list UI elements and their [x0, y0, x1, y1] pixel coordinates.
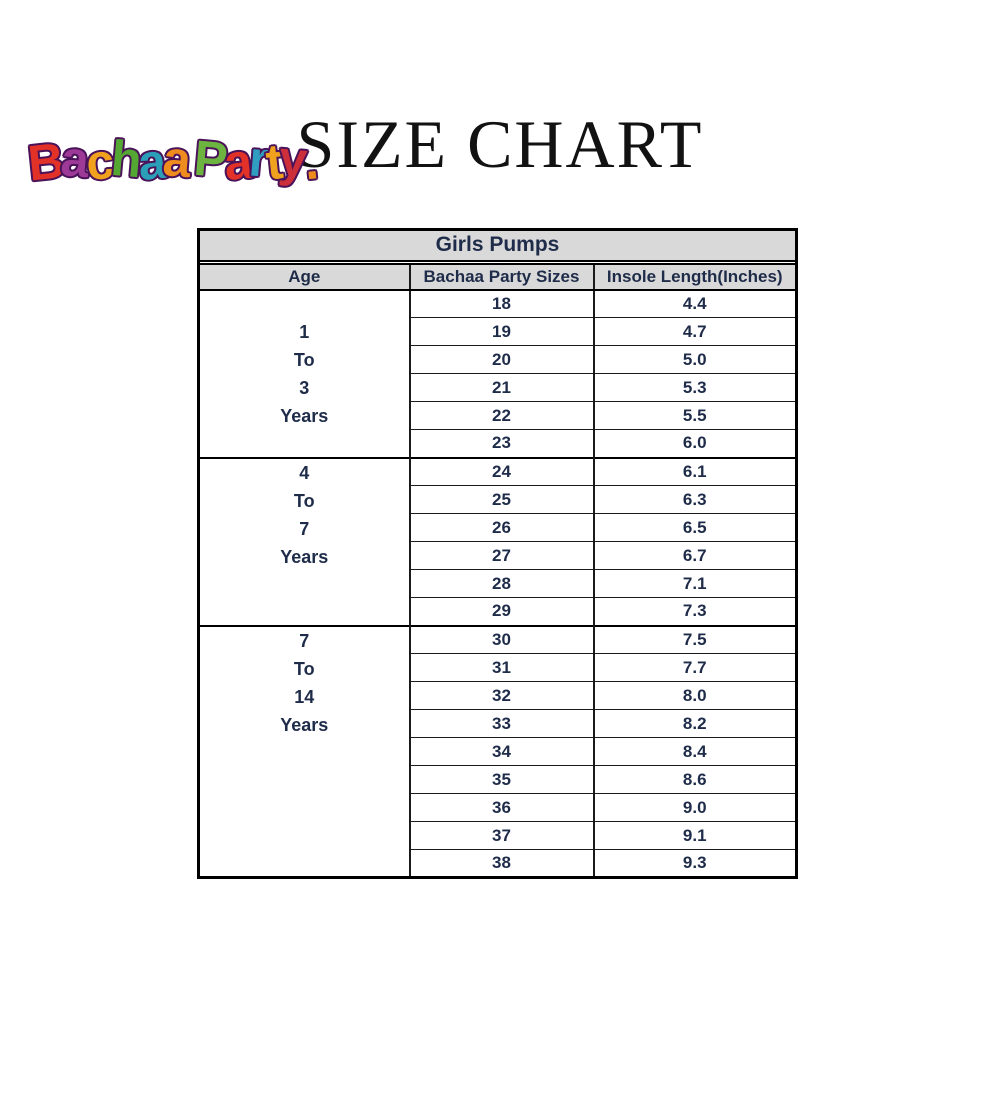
insole-length-cell: 5.0	[592, 345, 798, 374]
insole-length-cell: 6.1	[592, 456, 798, 486]
table-row: 31 7.7	[199, 653, 798, 682]
size-chart-table: Girls Pumps Age Bachaa Party Sizes Insol…	[197, 228, 798, 879]
size-cell: 26	[408, 513, 595, 542]
insole-length-cell: 4.4	[592, 288, 798, 318]
table-row: 20 5.0	[199, 345, 798, 374]
size-cell: 36	[408, 793, 595, 822]
table-row: 37 9.1	[199, 821, 798, 850]
table-row: 34 8.4	[199, 737, 798, 766]
insole-length-cell: 8.6	[592, 765, 798, 794]
header-spacer-row	[197, 259, 798, 265]
logo-letter: a	[160, 130, 191, 188]
insole-length-cell: 8.4	[592, 737, 798, 766]
brand-logo: Bachaa Party.	[25, 130, 318, 192]
age-line: Years	[280, 714, 329, 735]
size-cell: 29	[408, 597, 595, 626]
age-line: 14	[294, 686, 315, 707]
size-cell: 18	[408, 288, 595, 318]
insole-length-cell: 7.3	[592, 597, 798, 626]
table-body: 1 To 3 Years 18 4.4 19 4.7 20 5.0 21 5.3 22 5.5 23 6.0 4…	[197, 288, 798, 878]
size-cell: 28	[408, 569, 595, 598]
age-line: To	[293, 490, 315, 511]
insole-length-cell: 6.5	[592, 513, 798, 542]
age-line: To	[293, 658, 315, 679]
column-header-row: Age Bachaa Party Sizes Insole Length(Inc…	[197, 263, 798, 291]
insole-length-cell: 9.1	[592, 821, 798, 850]
size-cell: 35	[408, 765, 595, 794]
table-row: 22 5.5	[199, 401, 798, 430]
size-cell: 38	[408, 849, 595, 878]
col-header-insole: Insole Length(Inches)	[592, 263, 798, 291]
size-cell: 27	[408, 541, 595, 570]
size-cell: 30	[408, 624, 595, 654]
page-title: SIZE CHART	[296, 106, 704, 182]
table-title: Girls Pumps	[197, 229, 798, 262]
insole-length-cell: 9.3	[592, 849, 798, 878]
age-line: 3	[299, 377, 310, 398]
insole-length-cell: 8.0	[592, 681, 798, 710]
age-group-cell: 1 To 3 Years	[197, 288, 411, 458]
insole-length-cell: 5.5	[592, 401, 798, 430]
size-cell: 19	[408, 317, 595, 346]
insole-length-cell: 7.5	[592, 624, 798, 654]
age-group-cell: 7 To 14 Years	[197, 624, 411, 878]
size-cell: 21	[408, 373, 595, 402]
size-cell: 25	[408, 485, 595, 514]
size-cell: 22	[408, 401, 595, 430]
age-line: 7	[299, 630, 310, 651]
table-row: 7 To 14 Years 30 7.5	[197, 624, 798, 878]
header-spacer	[197, 259, 798, 265]
table-row: 1 To 3 Years 18 4.4	[197, 288, 798, 458]
page: { "logo": { "brand": "Bachaa Party", "ou…	[0, 110, 1000, 1110]
age-line: To	[293, 349, 315, 370]
table-row: 4 To 7 Years 24 6.1	[197, 456, 798, 626]
size-cell: 23	[408, 429, 595, 458]
size-cell: 24	[408, 456, 595, 486]
insole-length-cell: 7.1	[592, 569, 798, 598]
col-header-sizes: Bachaa Party Sizes	[408, 263, 595, 291]
table-title-row: Girls Pumps	[197, 229, 798, 262]
table-row: 36 9.0	[199, 793, 798, 822]
logo-letter: B	[25, 132, 65, 192]
age-line: 7	[299, 518, 310, 539]
insole-length-cell: 9.0	[592, 793, 798, 822]
table-row: 33 8.2	[199, 709, 798, 738]
insole-length-cell: 6.7	[592, 541, 798, 570]
table-row: 28 7.1	[199, 569, 798, 598]
size-cell: 33	[408, 709, 595, 738]
age-line: Years	[280, 546, 329, 567]
table-row: 25 6.3	[199, 485, 798, 514]
size-cell: 32	[408, 681, 595, 710]
insole-length-cell: 6.0	[592, 429, 798, 458]
age-group-cell: 4 To 7 Years	[197, 456, 411, 626]
insole-length-cell: 5.3	[592, 373, 798, 402]
size-cell: 31	[408, 653, 595, 682]
table-row: 23 6.0	[199, 429, 798, 458]
table-row: 27 6.7	[199, 541, 798, 570]
size-cell: 20	[408, 345, 595, 374]
table-row: 26 6.5	[199, 513, 798, 542]
insole-length-cell: 8.2	[592, 709, 798, 738]
size-cell: 34	[408, 737, 595, 766]
col-header-age: Age	[197, 263, 411, 291]
age-line: 4	[299, 462, 310, 483]
insole-length-cell: 6.3	[592, 485, 798, 514]
table-row: 38 9.3	[199, 849, 798, 878]
size-cell: 37	[408, 821, 595, 850]
age-line: Years	[280, 405, 329, 426]
table-row: 32 8.0	[199, 681, 798, 710]
age-line: 1	[299, 321, 310, 342]
insole-length-cell: 4.7	[592, 317, 798, 346]
insole-length-cell: 7.7	[592, 653, 798, 682]
table-row: 19 4.7	[199, 317, 798, 346]
